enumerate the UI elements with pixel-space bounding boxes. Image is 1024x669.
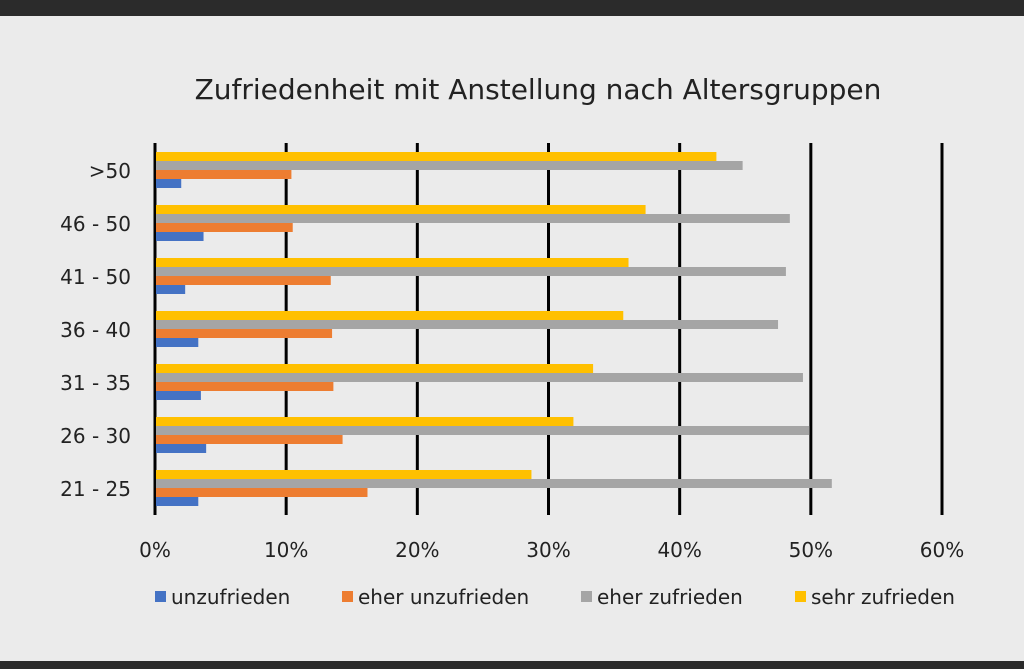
bar-eher-unzufrieden	[156, 435, 343, 444]
bar-eher-zufrieden	[156, 426, 810, 435]
legend-label: unzufrieden	[171, 585, 290, 609]
bar-unzufrieden	[156, 444, 207, 453]
bar-sehr-zufrieden	[156, 364, 594, 373]
legend-label: eher unzufrieden	[358, 585, 529, 609]
legend-swatch	[581, 591, 592, 602]
bar-unzufrieden	[156, 232, 204, 241]
bar-eher-unzufrieden	[156, 170, 292, 179]
y-category-label: 26 - 30	[60, 424, 131, 448]
bar-unzufrieden	[156, 391, 201, 400]
y-category-label: 21 - 25	[60, 477, 131, 501]
bar-sehr-zufrieden	[156, 417, 574, 426]
legend-label: sehr zufrieden	[811, 585, 955, 609]
x-tick-label: 0%	[139, 538, 171, 562]
bar-sehr-zufrieden	[156, 152, 717, 161]
legend-label: eher zufrieden	[597, 585, 743, 609]
bar-eher-zufrieden	[156, 479, 832, 488]
bar-unzufrieden	[156, 497, 199, 506]
bar-sehr-zufrieden	[156, 205, 646, 214]
legend-swatch	[342, 591, 353, 602]
y-category-label: 46 - 50	[60, 212, 131, 236]
bar-eher-unzufrieden	[156, 382, 334, 391]
bar-eher-unzufrieden	[156, 223, 293, 232]
bar-sehr-zufrieden	[156, 311, 624, 320]
bar-sehr-zufrieden	[156, 470, 532, 479]
x-tick-label: 60%	[920, 538, 964, 562]
y-category-label: 41 - 50	[60, 265, 131, 289]
x-tick-label: 30%	[526, 538, 570, 562]
bar-eher-zufrieden	[156, 320, 779, 329]
bar-eher-zufrieden	[156, 373, 803, 382]
bar-unzufrieden	[156, 285, 186, 294]
chart-title: Zufriedenheit mit Anstellung nach Alters…	[195, 73, 882, 106]
x-tick-label: 10%	[264, 538, 308, 562]
bar-eher-zufrieden	[156, 267, 786, 276]
x-tick-label: 50%	[789, 538, 833, 562]
y-category-label: 31 - 35	[60, 371, 131, 395]
bar-sehr-zufrieden	[156, 258, 629, 267]
y-category-label: >50	[89, 159, 131, 183]
legend-swatch	[155, 591, 166, 602]
top-frame-bar	[0, 0, 1024, 16]
bar-unzufrieden	[156, 179, 182, 188]
x-tick-label: 20%	[395, 538, 439, 562]
legend-swatch	[795, 591, 806, 602]
bar-eher-unzufrieden	[156, 276, 331, 285]
x-tick-label: 40%	[657, 538, 701, 562]
bar-eher-unzufrieden	[156, 329, 333, 338]
bar-eher-unzufrieden	[156, 488, 368, 497]
y-category-label: 36 - 40	[60, 318, 131, 342]
bar-unzufrieden	[156, 338, 199, 347]
bottom-frame-bar	[0, 661, 1024, 669]
bar-eher-zufrieden	[156, 161, 743, 170]
bar-eher-zufrieden	[156, 214, 790, 223]
